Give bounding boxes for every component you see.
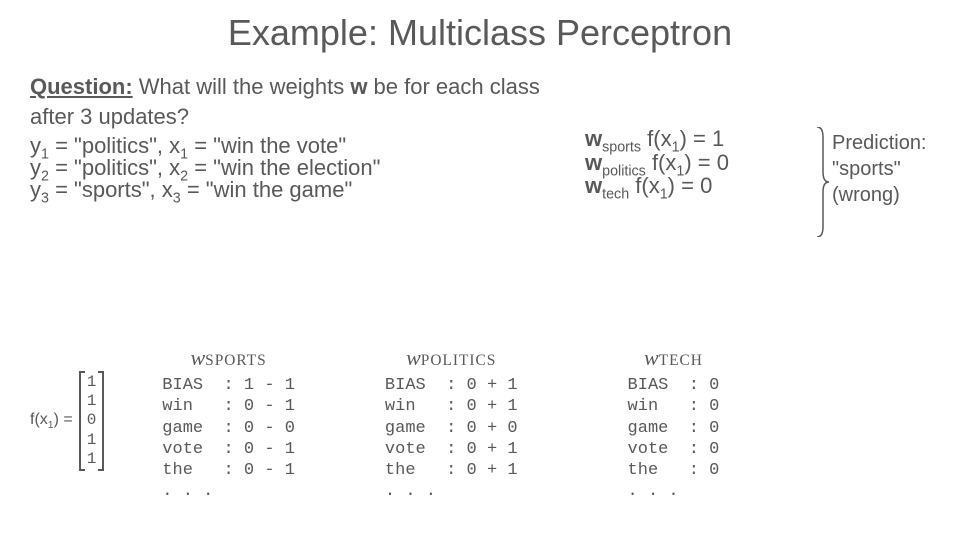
example-3: y3 = "sports", x3 = "win the game": [30, 175, 570, 209]
x3-sub: 3: [173, 190, 181, 206]
question-left: Question: What will the weights w be for…: [30, 72, 570, 208]
vector-bracket: 1 1 0 1 1: [79, 371, 105, 471]
y3-eq: = "sports",: [49, 177, 162, 202]
slide: Example: Multiclass Perceptron Question:…: [0, 0, 960, 540]
w-var: w: [350, 74, 367, 99]
fx3-a: f(x: [629, 173, 660, 198]
wtech-column: wTECH BIAS : 0 win : 0 game : 0 vote : 0…: [628, 345, 720, 503]
wpolitics-label: wPOLITICS: [406, 345, 496, 371]
w-tech-sub: tech: [602, 187, 629, 203]
w-tech: w: [585, 173, 602, 198]
score-block: wsports f(x1) = 1 wpolitics f(x1) = 0 wt…: [585, 124, 729, 205]
fx3-sub: 1: [660, 187, 668, 203]
brace-icon: [815, 127, 829, 237]
wsports-label: wSPORTS: [190, 345, 266, 371]
vector-values: 1 1 0 1 1: [87, 373, 97, 469]
bottom-row: f(x1) = 1 1 0 1 1 wSPORTS BIAS : 1 - 1 w…: [30, 345, 930, 503]
y3-sub: 3: [41, 190, 49, 206]
prediction-value: "sports": [832, 156, 927, 182]
wsports-column: wSPORTS BIAS : 1 - 1 win : 0 - 1 game : …: [162, 345, 295, 503]
question-prefix: Question:: [30, 74, 133, 99]
question-line: Question: What will the weights w be for…: [30, 72, 570, 131]
x3: x: [162, 177, 173, 202]
fx3-b: ) = 0: [668, 173, 713, 198]
slide-title: Example: Multiclass Perceptron: [30, 12, 930, 54]
score-tech: wtech f(x1) = 0: [585, 171, 729, 205]
wtech-table: BIAS : 0 win : 0 game : 0 vote : 0 the :…: [628, 375, 720, 503]
feature-vector: f(x1) = 1 1 0 1 1: [30, 371, 104, 471]
wsports-table: BIAS : 1 - 1 win : 0 - 1 game : 0 - 0 vo…: [162, 375, 295, 503]
prediction-block: Prediction: "sports" (wrong): [832, 130, 927, 208]
y3: y: [30, 177, 41, 202]
question-block: Question: What will the weights w be for…: [30, 72, 930, 208]
wtech-label: wTECH: [644, 345, 703, 371]
prediction-note: (wrong): [832, 182, 927, 208]
fx-label: f(x1) =: [30, 411, 73, 431]
wpolitics-table: BIAS : 0 + 1 win : 0 + 1 game : 0 + 0 vo…: [385, 375, 518, 503]
prediction-label: Prediction:: [832, 130, 927, 156]
wpolitics-column: wPOLITICS BIAS : 0 + 1 win : 0 + 1 game …: [385, 345, 518, 503]
question-text-1: What will the weights: [133, 74, 351, 99]
x3-eq: = "win the game": [181, 177, 353, 202]
